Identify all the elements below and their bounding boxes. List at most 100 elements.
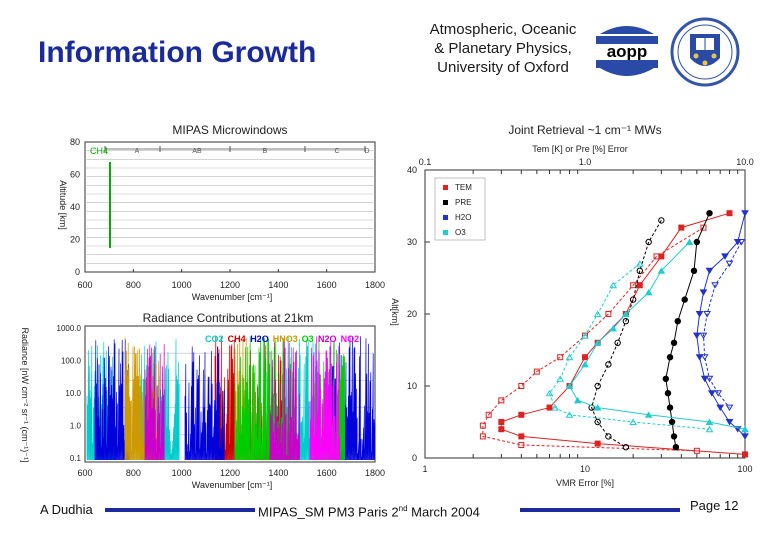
data-point xyxy=(594,418,601,426)
data-point xyxy=(594,440,601,447)
data-point xyxy=(629,296,637,303)
institution-line: Atmospheric, Oceanic xyxy=(429,21,577,38)
spectrum-trace xyxy=(184,346,225,461)
legend-marker xyxy=(443,185,448,190)
data-point xyxy=(737,239,746,246)
data-point xyxy=(546,404,553,411)
data-point xyxy=(556,375,565,382)
spectrum-no2 xyxy=(309,336,340,461)
institution-line: University of Oxford xyxy=(437,59,569,76)
data-point xyxy=(726,210,733,217)
data-point xyxy=(635,260,644,267)
x-tick-label: 1200 xyxy=(220,280,240,290)
data-point xyxy=(699,332,708,340)
data-point xyxy=(693,238,701,246)
data-point xyxy=(681,296,688,303)
data-point xyxy=(690,267,698,274)
band-label: B xyxy=(263,148,268,155)
data-point xyxy=(593,310,602,317)
data-point xyxy=(721,253,729,260)
data-point xyxy=(621,310,630,317)
series-line xyxy=(548,263,710,430)
data-point xyxy=(565,353,574,361)
data-point xyxy=(581,360,589,368)
x-tick-label: 1400 xyxy=(268,468,288,478)
data-point xyxy=(705,375,714,383)
y-tick-label: 0 xyxy=(412,453,417,463)
data-point xyxy=(707,390,716,397)
footer-author: A Dudhia xyxy=(40,502,93,517)
data-point xyxy=(668,418,676,426)
x-tick-label: 1600 xyxy=(317,280,337,290)
y-tick-label: 1000.0 xyxy=(57,324,82,333)
data-point xyxy=(657,267,666,274)
data-point xyxy=(581,332,589,339)
data-point xyxy=(666,404,674,411)
spectrum-trace xyxy=(269,336,300,461)
data-point xyxy=(685,238,694,245)
top-tick-label: 0.1 xyxy=(419,157,432,167)
series-line xyxy=(591,220,662,448)
plot-frame xyxy=(84,141,376,273)
x-tick-label: 1000 xyxy=(172,280,192,290)
data-point xyxy=(605,433,612,440)
x-tick-label: 800 xyxy=(126,280,141,290)
data-point xyxy=(485,411,492,418)
data-point xyxy=(645,238,652,246)
institution-name: Atmospheric, Oceanic & Planetary Physics… xyxy=(398,20,608,77)
y-axis-label: Radiance [nW cm⁻² sr⁻¹ (cm⁻¹)⁻¹] xyxy=(20,327,30,462)
data-point xyxy=(518,411,525,418)
data-point xyxy=(545,389,554,397)
series-pre xyxy=(662,210,713,451)
data-point xyxy=(674,318,681,325)
data-point xyxy=(705,418,714,425)
legend-entry: NO2 xyxy=(341,334,360,344)
data-point xyxy=(741,433,749,440)
data-point xyxy=(706,210,713,217)
y-tick-label: 80 xyxy=(70,137,80,147)
data-point xyxy=(714,390,723,397)
data-point xyxy=(700,375,709,383)
y-tick-label: 60 xyxy=(70,170,80,180)
spectrum-trace xyxy=(309,336,340,461)
data-point xyxy=(700,224,707,231)
data-point xyxy=(725,419,734,426)
panel-title: Radiance Contributions at 21km xyxy=(143,311,314,325)
data-point xyxy=(725,260,734,268)
x-tick-label: 600 xyxy=(77,468,92,478)
data-point xyxy=(672,444,680,451)
data-point xyxy=(622,318,630,325)
figure-canvas: MIPAS Microwindows A AB B C D 600 800 1000 1200… xyxy=(20,123,754,490)
y-tick-label: 40 xyxy=(407,165,417,175)
y-tick-label: 20 xyxy=(70,235,80,245)
series-line xyxy=(702,241,742,408)
data-point xyxy=(479,433,486,440)
legend-marker xyxy=(443,230,448,235)
series-h2o-pre xyxy=(699,239,746,412)
legend-entry: CH4 xyxy=(90,146,108,156)
data-point xyxy=(622,444,630,451)
data-point xyxy=(692,332,701,340)
x-tick-label: 800 xyxy=(126,468,141,478)
data-point xyxy=(705,425,714,433)
bottom-tick-label: 1 xyxy=(422,464,427,474)
data-point xyxy=(518,442,525,449)
y-axis-label: Alt[km] xyxy=(390,298,400,326)
top-tick-label: 10.0 xyxy=(736,157,754,167)
data-point xyxy=(742,451,748,458)
data-point xyxy=(614,339,621,346)
top-tick-label: 1.0 xyxy=(579,157,592,167)
meeting-text: MIPAS_SM PM3 Paris 2 xyxy=(258,504,399,520)
legend-marker xyxy=(443,200,448,205)
logo-text: aopp xyxy=(607,42,648,61)
y-tick-label: 10 xyxy=(407,381,417,391)
data-point xyxy=(551,404,559,411)
data-point xyxy=(498,419,505,425)
oxford-crest xyxy=(670,17,740,87)
data-point xyxy=(605,311,612,317)
data-point xyxy=(664,390,672,397)
data-point xyxy=(636,267,643,274)
legend-entry: N2O xyxy=(318,334,337,344)
y-tick-label: 0.1 xyxy=(70,454,82,463)
data-point xyxy=(741,425,749,433)
